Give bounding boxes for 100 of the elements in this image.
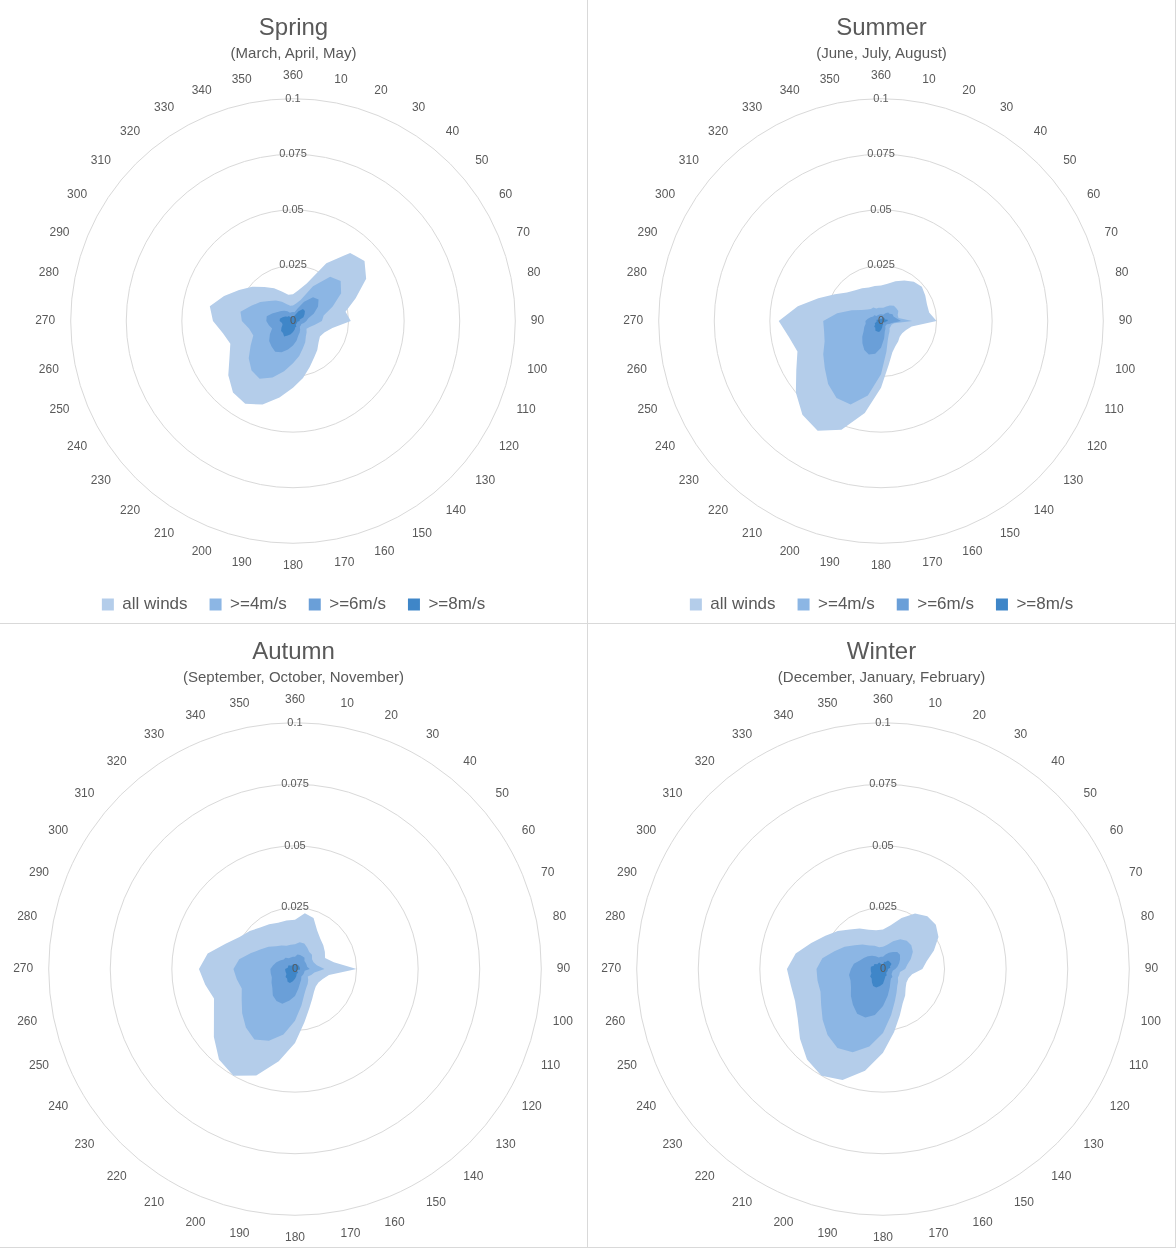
y-tick-label: 0.025	[869, 900, 897, 913]
spoke-label: 170	[922, 554, 943, 569]
spoke-label: 220	[708, 502, 729, 517]
spoke-label: 180	[282, 558, 304, 573]
y-tick-label: 0	[877, 314, 885, 327]
spoke-label: 20	[374, 82, 389, 97]
y-tick-label: 0	[291, 962, 299, 975]
spoke-label: 290	[49, 224, 70, 239]
spoke-label: 80	[1115, 264, 1129, 279]
spoke-label: 100	[1115, 361, 1136, 376]
spoke-label: 120	[521, 1099, 543, 1114]
spoke-label: 200	[191, 543, 212, 558]
spoke-label: 270	[35, 313, 56, 328]
spoke-label: 140	[1051, 1169, 1072, 1184]
y-tick-label: 0	[289, 314, 297, 327]
y-tick-label: 0.05	[282, 202, 304, 215]
legend-label: >=4m/s	[818, 594, 875, 614]
spoke-label: 220	[694, 1169, 716, 1184]
spoke-label: 150	[1013, 1195, 1035, 1210]
spoke-label: 170	[334, 554, 355, 569]
spoke-label: 280	[605, 908, 626, 923]
y-tick-label: 0.075	[281, 777, 309, 790]
spoke-label: 250	[28, 1058, 50, 1073]
chart-subtitle: (September, October, November)	[183, 667, 404, 685]
y-tick-label: 0.1	[875, 715, 891, 728]
spoke-label: 350	[819, 71, 841, 86]
spoke-label: 250	[637, 401, 658, 416]
spoke-label: 240	[67, 439, 88, 454]
spoke-label: 320	[708, 123, 729, 138]
spoke-label: 50	[495, 785, 510, 800]
spoke-label: 190	[229, 1226, 250, 1241]
chart-title: Summer	[836, 13, 927, 41]
chart-title: Spring	[258, 13, 329, 41]
spoke-label: 270	[623, 313, 644, 328]
chart-subtitle: (March, April, May)	[230, 43, 357, 61]
spoke-label: 170	[340, 1226, 361, 1241]
spoke-label: 120	[1086, 439, 1108, 454]
spoke-label: 130	[495, 1136, 516, 1151]
spoke-label: 70	[1129, 864, 1143, 879]
spoke-label: 260	[605, 1013, 626, 1028]
spoke-label: 280	[38, 264, 60, 279]
spoke-label: 360	[872, 692, 894, 707]
y-tick-label: 0.025	[279, 258, 307, 271]
spoke-label: 50	[475, 153, 489, 168]
spoke-label: 350	[817, 696, 838, 711]
spoke-label: 360	[282, 68, 304, 83]
spoke-label: 210	[144, 1195, 165, 1210]
y-tick-label: 0.05	[284, 838, 306, 851]
spoke-label: 340	[779, 82, 800, 97]
spoke-label: 110	[541, 1058, 561, 1073]
y-tick-label: 0.075	[279, 147, 307, 160]
spoke-label: 260	[626, 361, 648, 376]
spoke-label: 120	[1109, 1099, 1131, 1114]
spoke-label: 90	[1144, 961, 1159, 976]
spoke-label: 20	[962, 82, 977, 97]
spoke-label: 40	[445, 123, 460, 138]
spoke-label: 110	[1104, 401, 1124, 416]
legend-label: >=8m/s	[1016, 594, 1074, 614]
spoke-label: 160	[374, 543, 395, 558]
spoke-label: 210	[154, 526, 175, 541]
spoke-label: 290	[28, 864, 50, 879]
spoke-label: 90	[1118, 313, 1133, 328]
spoke-label: 330	[732, 727, 753, 742]
spoke-label: 60	[1109, 823, 1124, 838]
y-tick-label: 0.075	[869, 777, 897, 790]
spoke-label: 320	[120, 123, 141, 138]
spoke-label: 240	[636, 1099, 657, 1114]
spoke-label: 270	[601, 961, 622, 976]
spoke-label: 10	[340, 696, 355, 711]
spoke-label: 290	[616, 864, 638, 879]
spoke-label: 240	[655, 439, 676, 454]
spoke-label: 200	[185, 1214, 206, 1229]
spoke-label: 310	[90, 153, 112, 168]
spoke-label: 230	[74, 1136, 95, 1151]
spoke-label: 310	[662, 785, 683, 800]
spoke-label: 250	[49, 401, 70, 416]
spoke-label: 180	[284, 1230, 306, 1245]
spoke-label: 350	[231, 71, 253, 86]
y-tick-label: 0.1	[287, 715, 303, 728]
spoke-label: 230	[662, 1136, 683, 1151]
spoke-label: 200	[779, 543, 800, 558]
legend-label: all winds	[710, 594, 776, 614]
spoke-label: 80	[1140, 908, 1155, 923]
spoke-label: 40	[463, 753, 477, 768]
spoke-label: 140	[445, 502, 467, 517]
y-tick-label: 0.025	[867, 258, 895, 271]
spoke-label: 330	[144, 727, 165, 742]
spoke-label: 70	[516, 224, 531, 239]
spoke-label: 70	[1104, 224, 1119, 239]
spoke-label: 60	[1086, 187, 1101, 202]
spoke-label: 60	[521, 823, 536, 838]
spoke-label: 170	[928, 1226, 949, 1241]
legend-label: >=6m/s	[917, 594, 974, 614]
y-tick-label: 0.05	[870, 202, 892, 215]
chart-subtitle: (December, January, February)	[777, 667, 986, 685]
spoke-label: 300	[636, 823, 657, 838]
y-tick-label: 0.075	[867, 147, 895, 160]
legend-label: >=6m/s	[329, 594, 386, 614]
spoke-label: 230	[90, 473, 112, 488]
spoke-label: 60	[498, 187, 513, 202]
